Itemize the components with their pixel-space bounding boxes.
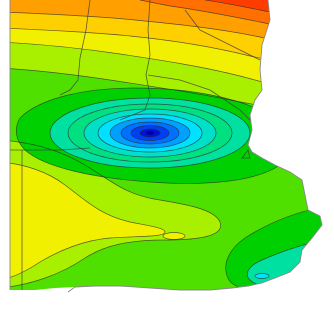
- coastline: [67, 0, 323, 293]
- band-yellow-blob: [163, 232, 185, 240]
- band-yellow-west: [10, 162, 165, 280]
- province-borders: [10, 0, 261, 290]
- low-pressure-center: [50, 98, 250, 168]
- band-cyan-southeast: [255, 273, 269, 279]
